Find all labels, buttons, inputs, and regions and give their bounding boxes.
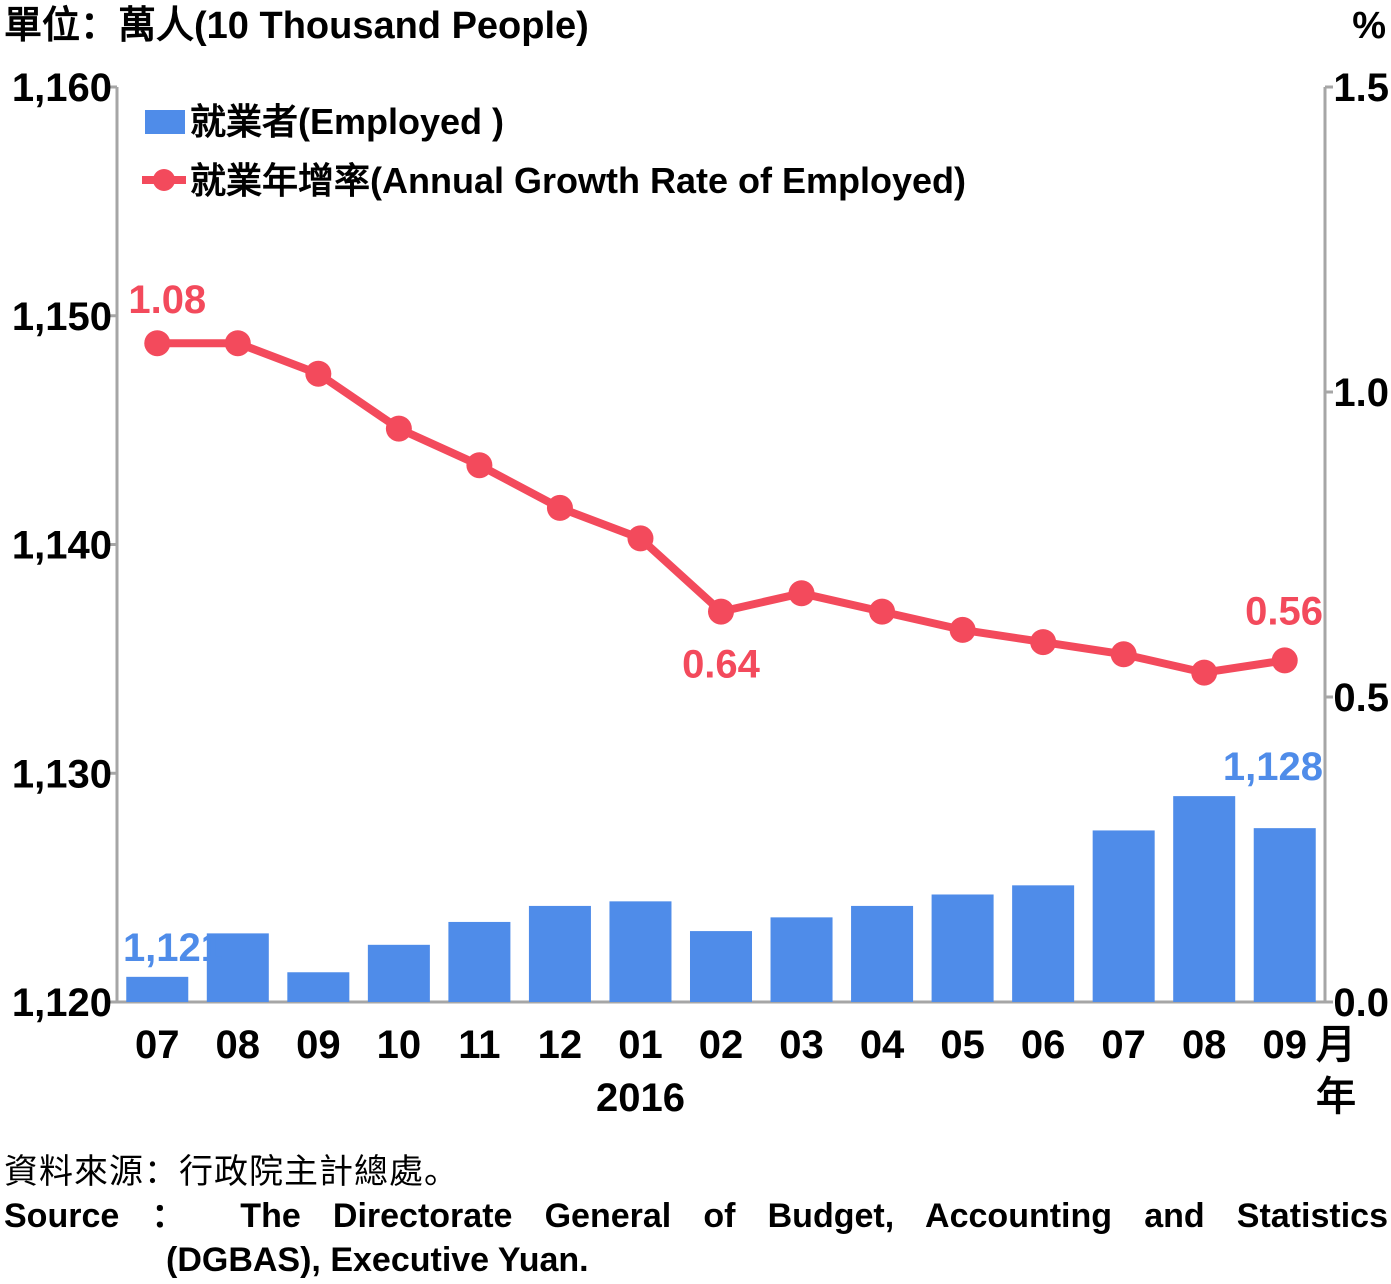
growth-point <box>466 452 493 479</box>
bar <box>1173 796 1236 1002</box>
bar-data-label: 1,128 <box>1223 745 1323 789</box>
axes: 1,120 1,130 1,140 1,150 1,160 0.0 0.5 1.0 1.5 <box>12 66 1389 1025</box>
bar <box>1092 830 1155 1002</box>
line-data-label: 0.56 <box>1245 589 1323 633</box>
bar <box>528 905 591 1002</box>
growth-point <box>1030 629 1057 656</box>
left-unit-label: 單位：萬人(10 Thousand People) <box>4 5 589 47</box>
line-data-label: 1.08 <box>128 278 206 322</box>
growth-point <box>144 330 171 357</box>
x-unit-month: 月 <box>1316 1023 1356 1067</box>
source-note: 資料來源：行政院主計總處。 Source ： The Directorate G… <box>4 1150 1388 1282</box>
x-tick-label: 10 <box>377 1023 422 1067</box>
growth-point <box>627 525 654 552</box>
left-tick-label: 1,120 <box>12 981 112 1025</box>
source-cn: 資料來源：行政院主計總處。 <box>4 1153 459 1191</box>
growth-point <box>546 494 573 521</box>
source-en-line2: (DGBAS), Executive Yuan. <box>166 1241 589 1279</box>
growth-point <box>1271 647 1298 674</box>
bar <box>1012 885 1075 1002</box>
bar <box>609 901 672 1002</box>
bar-series <box>126 796 1316 1002</box>
x-tick-label: 07 <box>1101 1023 1146 1067</box>
bar <box>367 944 430 1002</box>
source-en-line1: Source ： The Directorate General of Budg… <box>4 1197 1388 1235</box>
growth-point <box>949 616 976 643</box>
data-labels: 1,121 1,128 1.08 0.64 0.56 <box>123 278 1323 970</box>
x-unit-year: 年 <box>1316 1075 1356 1119</box>
bar-data-label: 1,121 <box>123 926 223 970</box>
legend-bar-label: 就業者(Employed ) <box>190 101 504 142</box>
x-tick-label: 04 <box>860 1023 905 1067</box>
x-tick-label: 03 <box>779 1023 824 1067</box>
growth-point <box>385 415 412 442</box>
bar <box>287 972 350 1002</box>
bar <box>448 921 511 1002</box>
x-tick-label: 06 <box>1021 1023 1066 1067</box>
growth-point <box>869 598 896 625</box>
growth-point <box>708 598 734 625</box>
growth-point <box>305 360 332 387</box>
x-tick-label: 02 <box>699 1023 744 1067</box>
chart: 單位：萬人(10 Thousand People) % 1,1201,1301,… <box>4 5 1389 1120</box>
legend-bar-swatch <box>145 110 185 134</box>
x-tick-label: 05 <box>940 1023 985 1067</box>
right-tick-label: 1.0 <box>1333 371 1389 415</box>
year-label: 2016 <box>596 1076 685 1120</box>
growth-point <box>224 330 251 357</box>
bar <box>931 894 994 1002</box>
legend-line-marker <box>153 169 175 191</box>
bar <box>126 976 189 1002</box>
growth-point <box>1191 659 1218 686</box>
left-tick-label: 1,150 <box>12 295 112 339</box>
left-tick-label: 1,130 <box>12 752 112 796</box>
legend: 就業者(Employed ) 就業年增率(Annual Growth Rate … <box>142 101 966 201</box>
legend-line-label: 就業年增率(Annual Growth Rate of Employed) <box>190 160 966 201</box>
x-tick-label: 09 <box>1262 1023 1307 1067</box>
bar <box>851 905 914 1002</box>
line-series <box>144 330 1298 686</box>
bar <box>770 917 833 1002</box>
bar <box>689 931 753 1002</box>
x-tick-label: 07 <box>135 1023 180 1067</box>
x-tick-label: 09 <box>296 1023 341 1067</box>
right-tick-label: 0.5 <box>1333 676 1389 720</box>
growth-point <box>788 580 815 607</box>
right-unit-label: % <box>1352 5 1386 47</box>
left-tick-label: 1,160 <box>12 66 112 110</box>
x-tick-label: 08 <box>216 1023 261 1067</box>
left-tick-label: 1,140 <box>12 524 112 568</box>
bar <box>206 933 269 1002</box>
x-tick-label: 12 <box>538 1023 583 1067</box>
bar <box>1253 828 1316 1002</box>
x-tick-label: 11 <box>458 1023 500 1067</box>
line-data-label: 0.64 <box>682 643 761 687</box>
x-tick-label: 08 <box>1182 1023 1227 1067</box>
growth-point <box>1110 641 1137 668</box>
right-tick-label: 1.5 <box>1333 66 1389 110</box>
right-tick-label: 0.0 <box>1333 981 1389 1025</box>
x-tick-label: 01 <box>618 1023 663 1067</box>
